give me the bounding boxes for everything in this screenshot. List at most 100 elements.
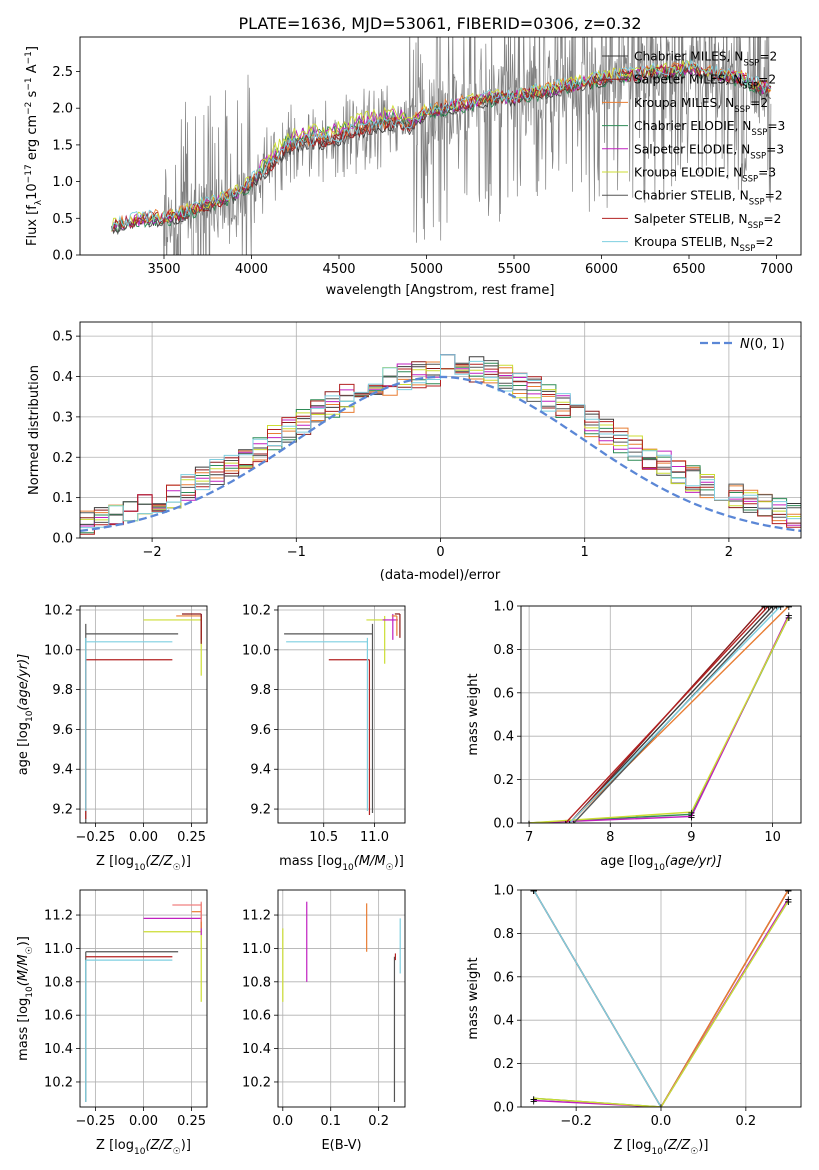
weight-line-2 xyxy=(533,890,662,1107)
y-axis-label: Normed distribution xyxy=(27,365,42,495)
x-tick-label: 11.0 xyxy=(360,830,389,845)
x-tick-label: −0.25 xyxy=(75,1114,115,1129)
y-axis-label-part: (age/yr)] xyxy=(16,654,31,711)
legend-entry-part: Chabrier MILES, N xyxy=(634,50,743,64)
x-tick-label: −2 xyxy=(143,545,162,560)
y-tick-label: 10.0 xyxy=(44,643,73,658)
data-point-5 xyxy=(391,615,398,636)
x-axis-label-part: (Z/Z xyxy=(145,1138,173,1153)
y-tick-label: 0.5 xyxy=(52,330,73,345)
weight-marker: + xyxy=(657,1103,665,1114)
weight-line-0 xyxy=(569,606,774,823)
x-tick-label: −0.25 xyxy=(75,830,115,845)
x-tick-label: 10 xyxy=(764,830,781,845)
x-axis-label-part: Z [log xyxy=(96,1138,134,1153)
weight-marker: + xyxy=(525,819,533,830)
x-axis-label-part: mass [log xyxy=(279,854,342,869)
y-axis-label: mass weight xyxy=(466,957,481,1039)
y-tick-label: 11.0 xyxy=(242,942,271,957)
x-tick-label: 0 xyxy=(436,545,444,560)
x-tick-label: 7000 xyxy=(760,262,793,277)
y-tick-label: 9.2 xyxy=(250,803,271,818)
weight-line-5 xyxy=(529,616,790,823)
y-tick-label: 11.2 xyxy=(242,909,271,924)
x-axis-label-part: Z [log xyxy=(614,1138,652,1153)
x-axis-label: Z [log10(Z/Z☉)] xyxy=(614,1138,709,1157)
y-tick-label: 0.3 xyxy=(52,410,73,425)
y-tick-label: 10.4 xyxy=(44,1042,73,1057)
y-tick-label: 9.8 xyxy=(250,683,271,698)
plot-area xyxy=(111,37,772,255)
y-tick-label: 1.0 xyxy=(493,600,514,615)
axes-0: 3500 4000 4500 5000 5500 6000 6500 7000 0.0 0.5 1.… xyxy=(52,36,802,277)
weight-line-2 xyxy=(569,606,790,823)
weight-line-4 xyxy=(660,890,789,1107)
legend-entry-part: N xyxy=(740,337,750,352)
y-axis-label-part: ] xyxy=(25,46,40,51)
plot-area xyxy=(284,613,401,816)
legend-entry-part: Kroupa STELIB, N xyxy=(634,235,740,249)
y-tick-label: 0.0 xyxy=(493,1101,514,1116)
weight-marker: + xyxy=(566,819,574,830)
axes-frame xyxy=(277,889,406,1108)
y-tick-label: 10.0 xyxy=(242,643,271,658)
plot-area xyxy=(85,901,202,1102)
legend-entry-part: =2 xyxy=(758,73,776,87)
y-tick-label: 10.6 xyxy=(44,1009,73,1024)
weight-marker: + xyxy=(525,819,533,830)
weight-marker: + xyxy=(530,1094,538,1105)
axes-5: −0.25 0.00 0.25 10.2 10.4 10.6 10.8 11.0 11.2 xyxy=(44,889,208,1129)
x-axis-label-part: ☉ xyxy=(173,863,181,873)
axes-7: +++++++++++++++++++−0.2 0.0 0.2 0.0 0.2 0.4 0.… xyxy=(493,884,802,1129)
legend-entry: Kroupa MILES, NSSP=2 xyxy=(634,96,768,115)
legend-entry-part: Salpeter STELIB, N xyxy=(634,212,747,226)
data-point-6 xyxy=(181,613,202,644)
y-tick-label: 0.2 xyxy=(493,773,514,788)
legend-entry: Chabrier STELIB, NSSP=2 xyxy=(634,189,783,208)
x-tick-label: 6000 xyxy=(585,262,618,277)
plot-area xyxy=(80,354,801,535)
weight-marker: + xyxy=(687,808,695,819)
legend-entry-part: =2 xyxy=(759,50,777,64)
axes-1: −2 −1 0 1 2 0.0 0.1 0.2 0.3 0.4 0.5 xyxy=(52,321,802,560)
y-tick-label: 0.6 xyxy=(493,970,514,985)
x-axis-label: mass [log10(M/M☉)] xyxy=(279,854,404,873)
legend-entry-part: SSP xyxy=(750,151,766,161)
y-tick-label: 9.2 xyxy=(52,803,73,818)
x-axis-label-part: 10 xyxy=(651,1147,663,1157)
legend-entry-part: SSP xyxy=(740,244,756,254)
weight-marker: + xyxy=(777,602,785,613)
legend-entry-part: SSP xyxy=(749,198,765,208)
weight-line-7 xyxy=(533,900,789,1107)
legend-entry-part: SSP xyxy=(742,82,758,92)
weight-marker: + xyxy=(530,1094,538,1105)
x-axis-label: Z [log10(Z/Z☉)] xyxy=(96,854,191,873)
y-axis-label-part: erg cm xyxy=(25,115,40,164)
weight-marker: + xyxy=(784,895,792,906)
x-tick-label: 2 xyxy=(725,545,733,560)
data-point-2 xyxy=(85,637,173,812)
weight-marker: + xyxy=(530,886,538,897)
x-tick-label: 0.25 xyxy=(177,830,206,845)
weight-marker: + xyxy=(561,819,569,830)
axes-2: −0.25 0.00 0.25 9.2 9.4 9.6 9.8 10.0 10.2 xyxy=(44,603,208,845)
weight-marker: + xyxy=(785,611,793,622)
y-tick-label: 2.5 xyxy=(52,65,73,80)
y-tick-label: 10.8 xyxy=(242,975,271,990)
legend-entry-part: SSP xyxy=(734,105,750,115)
weight-marker: + xyxy=(784,897,792,908)
weight-marker: + xyxy=(657,1103,665,1114)
legend-entry-part: =2 xyxy=(750,96,768,110)
x-tick-label: 3500 xyxy=(147,262,180,277)
y-tick-label: 11.0 xyxy=(44,942,73,957)
y-axis-label-part: A xyxy=(25,64,40,77)
y-tick-label: 1.0 xyxy=(52,175,73,190)
x-tick-label: 1 xyxy=(581,545,589,560)
legend-entry-part: Chabrier STELIB, N xyxy=(634,189,749,203)
weight-line-3 xyxy=(529,616,790,823)
x-tick-label: 10.5 xyxy=(309,830,338,845)
legend-entry: Chabrier MILES, NSSP=2 xyxy=(634,50,777,69)
x-tick-label: 0.25 xyxy=(177,1114,206,1129)
y-axis-label: Flux [fλ10−17 erg cm−2 s−1 A−1] xyxy=(24,46,44,246)
